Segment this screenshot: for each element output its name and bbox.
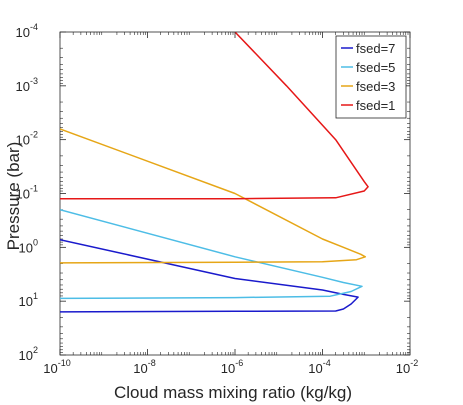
y-tick-label: 10-2 <box>16 130 38 148</box>
legend: fsed=7 fsed=5 fsed=3 fsed=1 <box>335 35 407 119</box>
x-axis-ticks: 10-10 10-8 10-6 10-4 10-2 <box>43 32 418 376</box>
y-tick-label: 102 <box>19 345 38 363</box>
x-tick-label: 10-2 <box>396 358 418 376</box>
legend-label: fsed=7 <box>356 41 395 56</box>
series-layer <box>60 32 369 313</box>
x-tick-label: 10-4 <box>308 358 330 376</box>
series-line-fsed-1 <box>60 32 369 200</box>
legend-label: fsed=1 <box>356 98 395 113</box>
legend-label: fsed=5 <box>356 60 395 75</box>
x-axis-title: Cloud mass mixing ratio (kg/kg) <box>114 383 352 402</box>
minor-ticks <box>60 32 410 355</box>
y-tick-label: 10-3 <box>16 76 38 94</box>
y-tick-label: 10-4 <box>16 22 38 40</box>
y-tick-label: 10-1 <box>16 184 38 202</box>
y-tick-label: 101 <box>19 291 38 309</box>
x-tick-label: 10-6 <box>221 358 243 376</box>
y-axis-ticks: 10-4 10-3 10-2 10-1 100 101 102 <box>16 22 410 363</box>
x-tick-label: 10-8 <box>133 358 155 376</box>
x-tick-label: 10-10 <box>43 358 70 376</box>
y-axis-title: Pressure (bar) <box>4 142 23 251</box>
series-line-fsed-5 <box>60 208 363 300</box>
y-tick-label: 100 <box>19 237 38 255</box>
series-line-fsed-7 <box>60 238 359 313</box>
legend-label: fsed=3 <box>356 79 395 94</box>
series-line-fsed-3 <box>60 128 367 264</box>
